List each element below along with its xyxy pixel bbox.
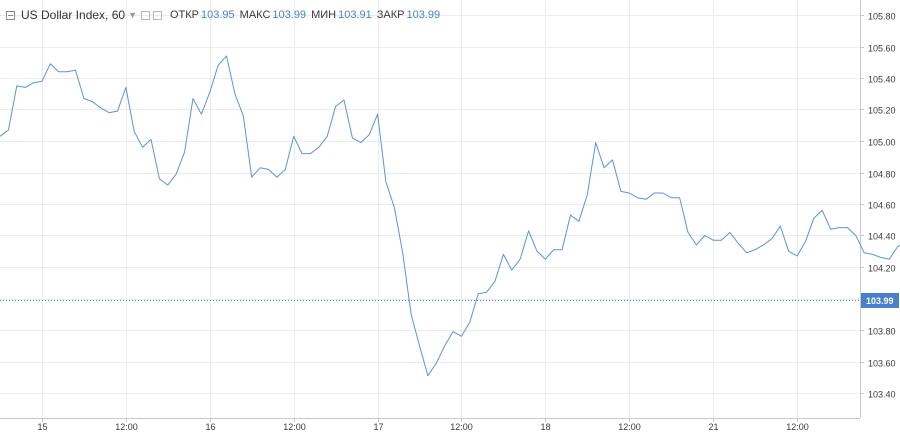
- remove-icon[interactable]: [152, 10, 162, 20]
- price-axis-label: 104.20: [868, 264, 896, 274]
- time-axis-label: 12:00: [450, 422, 473, 432]
- high-label: МАКС: [239, 9, 271, 21]
- low-value: 103.91: [338, 9, 372, 21]
- time-axis-label: 12:00: [115, 422, 138, 432]
- price-series: [0, 55, 900, 377]
- price-axis[interactable]: 105.80 105.60 105.40 105.20 105.00 104.80 104.…: [860, 12, 896, 400]
- open-label: ОТКР: [169, 9, 200, 21]
- time-axis-label: 18: [540, 422, 550, 432]
- last-price-label: 103.99: [866, 296, 894, 306]
- time-axis-label: 17: [373, 422, 383, 432]
- time-axis-label: 16: [205, 422, 215, 432]
- close-label: ЗАКР: [376, 9, 405, 21]
- price-axis-label: 104.80: [868, 170, 896, 180]
- price-axis-label: 105.40: [868, 75, 896, 85]
- time-axis-label: 15: [37, 422, 47, 432]
- price-axis-label: 104.60: [868, 201, 896, 211]
- high-value: 103.99: [272, 9, 307, 21]
- time-axis-label: 21: [708, 422, 718, 432]
- time-axis-label: 12:00: [283, 422, 306, 432]
- price-axis-label: 103.40: [868, 390, 896, 400]
- time-axis-label: 12:00: [618, 422, 641, 432]
- grid: [0, 0, 860, 418]
- price-axis-label: 105.20: [868, 106, 896, 116]
- price-axis-label: 104.40: [868, 232, 896, 242]
- price-axis-label: 105.00: [868, 138, 896, 148]
- last-price-marker: 103.99: [0, 293, 899, 308]
- price-axis-label: 103.60: [868, 359, 896, 369]
- price-axis-label: 105.80: [868, 12, 896, 22]
- collapse-legend-icon[interactable]: [6, 10, 15, 20]
- time-axis-label: 12:00: [786, 422, 809, 432]
- time-axis[interactable]: 15 12:00 16 12:00 17 12:00 18 12:00 21 12:00: [37, 418, 809, 432]
- chevron-down-icon[interactable]: ▼: [128, 10, 137, 20]
- last-price-tag: [861, 293, 899, 308]
- price-axis-label: 103.80: [868, 327, 896, 337]
- close-value: 103.99: [406, 9, 441, 21]
- chart-legend: US Dollar Index, 60 ▼ ОТКР 103.95 МАКС 103…: [6, 6, 440, 24]
- format-icon[interactable]: [140, 10, 150, 20]
- symbol-title[interactable]: US Dollar Index, 60: [21, 8, 126, 22]
- open-value: 103.95: [201, 9, 235, 21]
- low-label: МИН: [311, 9, 337, 21]
- price-axis-label: 105.60: [868, 44, 896, 54]
- price-line: [0, 55, 900, 377]
